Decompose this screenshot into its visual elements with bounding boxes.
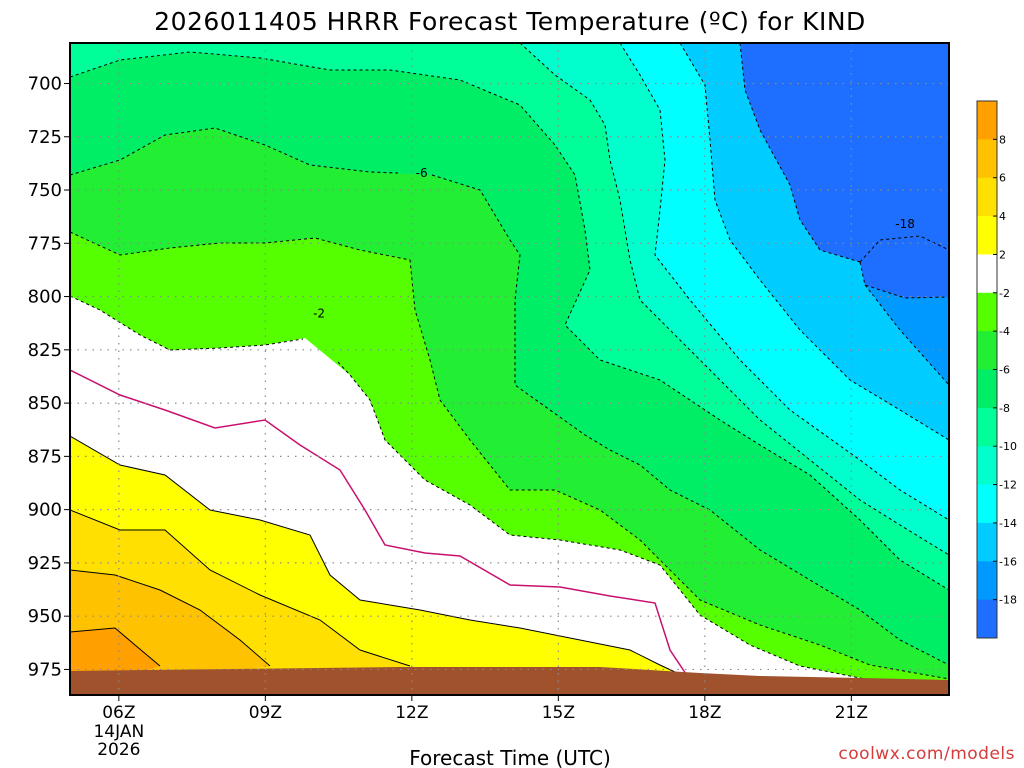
colorbar-label: -4: [999, 325, 1010, 338]
colorbar-swatch: [977, 369, 997, 409]
colorbar-label: 6: [999, 172, 1006, 185]
y-tick-label: 900: [28, 500, 62, 521]
y-tick-label: 950: [28, 606, 62, 627]
y-tick-label: 775: [28, 233, 62, 254]
x-axis-label: Forecast Time (UTC): [409, 746, 611, 768]
colorbar-label: -8: [999, 402, 1010, 415]
colorbar-label: -16: [999, 555, 1017, 568]
y-axis: 700 725 750 775 800 825 850 875 900 925 950 975: [28, 73, 70, 680]
y-tick-label: 750: [28, 180, 62, 201]
colorbar-swatch: [977, 101, 997, 140]
positive-contours: [70, 435, 691, 680]
x-tick-label: 18Z: [688, 703, 721, 723]
colorbar-swatch: [977, 407, 997, 447]
contour-labels: -6 -2 -18: [313, 166, 915, 321]
colorbar-label: 2: [999, 248, 1006, 261]
colorbar-label: -10: [999, 440, 1017, 453]
contour-line-neg6: [70, 127, 949, 666]
credit-link[interactable]: coolwx.com/models: [838, 744, 1015, 764]
colorbar-swatch: [977, 446, 997, 486]
contour-line-neg18b: [859, 261, 949, 299]
contour-line-neg8: [70, 51, 949, 591]
colorbar: 8 6 4 2 -2 -4 -6 -8 -10 -12 -14 -16 -18: [976, 100, 1017, 639]
x-tick-label: 21Z: [835, 703, 868, 723]
contour-label: -6: [416, 166, 428, 180]
colorbar-swatch: [977, 292, 997, 332]
contour-line-pos6: [70, 569, 271, 667]
colorbar-swatch: [977, 254, 997, 294]
colorbar-label: -2: [999, 287, 1010, 300]
y-tick-label: 850: [28, 393, 62, 414]
colorbar-swatch: [977, 216, 997, 255]
colorbar-label: -18: [999, 594, 1017, 607]
colorbar-label: -6: [999, 364, 1010, 377]
plot-area: [70, 43, 949, 695]
x-tick-sublabel: 14JAN: [93, 722, 144, 742]
y-tick-label: 725: [28, 127, 62, 148]
colorbar-swatch: [977, 561, 997, 601]
contour-line-pos4: [70, 509, 411, 667]
y-tick-label: 825: [28, 340, 62, 361]
x-tick-label: 06Z: [102, 703, 135, 723]
contour-label: -2: [313, 307, 325, 321]
y-tick-label: 975: [28, 659, 62, 680]
y-tick-label: 875: [28, 446, 62, 467]
colorbar-label: -12: [999, 479, 1017, 492]
contour-line-zero: [70, 369, 691, 681]
y-tick-label: 800: [28, 287, 62, 308]
contour-line-neg16: [739, 43, 949, 386]
x-tick-label: 09Z: [249, 703, 282, 723]
x-tick-label: 15Z: [542, 703, 575, 723]
contour-line-neg18: [859, 235, 949, 263]
colorbar-swatch: [977, 139, 997, 179]
colorbar-swatch: [977, 599, 997, 639]
negative-contours: [70, 43, 949, 685]
colorbar-swatch: [977, 331, 997, 370]
x-tick-sublabel: 2026: [97, 740, 140, 760]
contour-line-neg12: [619, 43, 949, 521]
y-tick-label: 700: [28, 73, 62, 94]
colorbar-label: 8: [999, 133, 1006, 146]
plot-frame: [69, 42, 950, 696]
contour-line-neg2: [70, 295, 949, 685]
colorbar-label: -14: [999, 517, 1017, 530]
chart-title: 2026011405 HRRR Forecast Temperature (ºC…: [154, 7, 866, 36]
contour-line-neg14: [679, 43, 949, 441]
y-tick-label: 925: [28, 553, 62, 574]
ground-surface: [70, 667, 949, 695]
contour-label: -18: [895, 217, 915, 231]
colorbar-swatch: [977, 522, 997, 562]
colorbar-label: 4: [999, 210, 1006, 223]
colorbar-swatch: [977, 177, 997, 217]
contour-line-pos8: [70, 627, 161, 667]
colorbar-swatch: [977, 484, 997, 524]
x-tick-label: 12Z: [395, 703, 428, 723]
contour-line-neg4: [70, 231, 949, 680]
contour-line-pos2: [70, 435, 691, 680]
